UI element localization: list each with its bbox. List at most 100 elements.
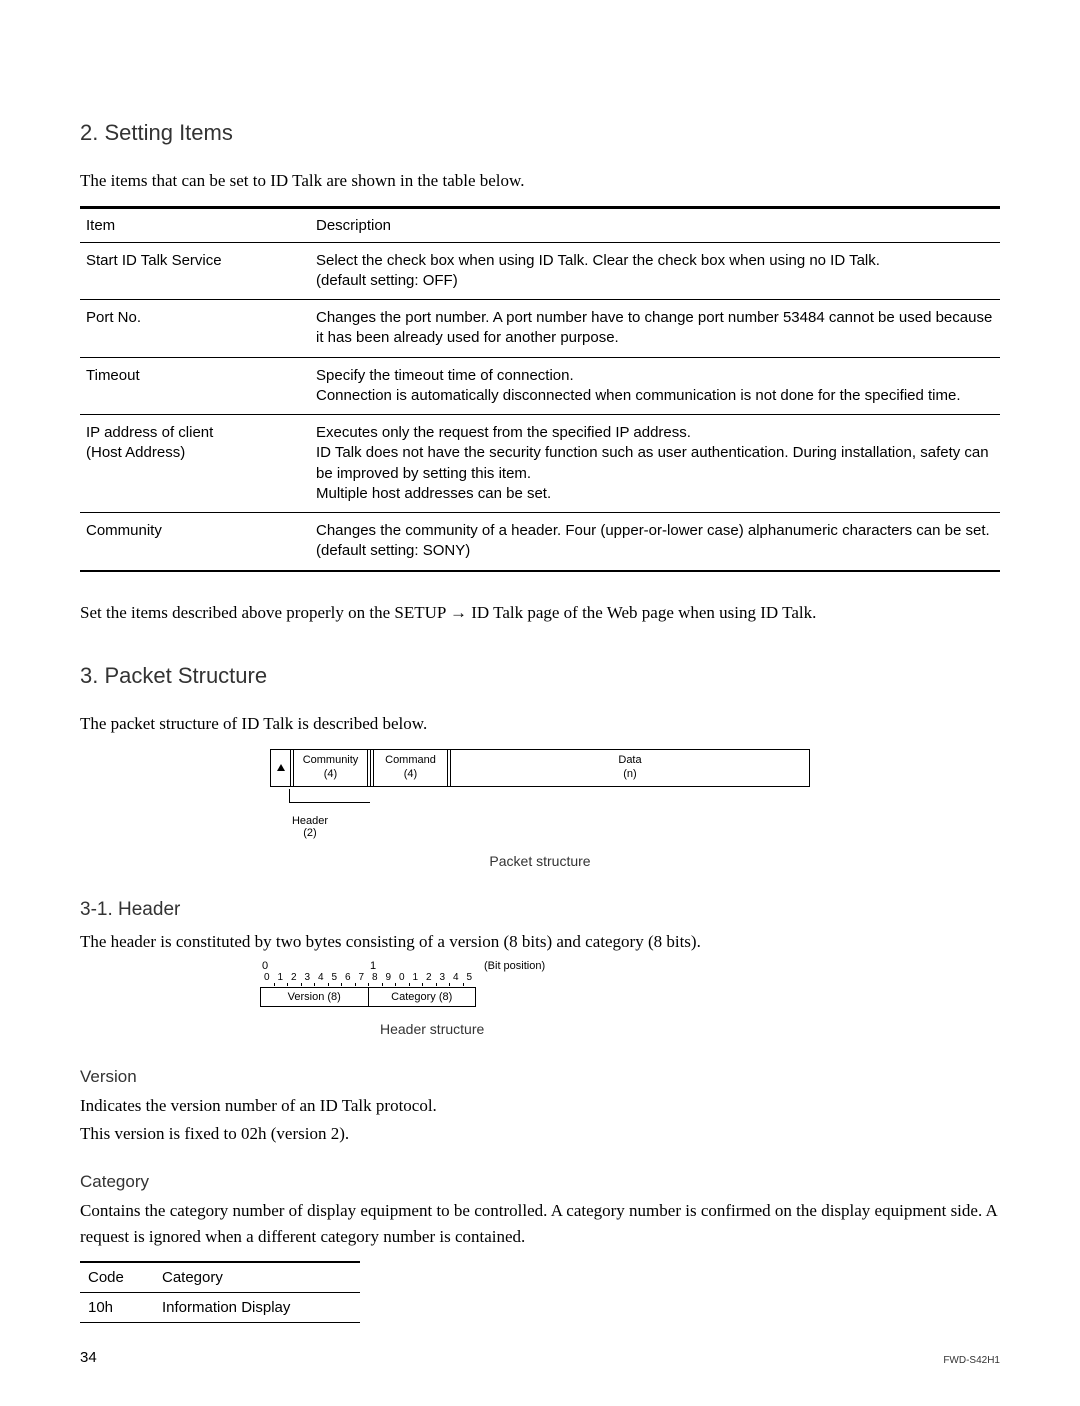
table-header-row: Item Description	[80, 207, 1000, 242]
bit-cell: 7	[355, 972, 369, 983]
table-row: IP address of client (Host Address)Execu…	[80, 415, 1000, 513]
page-number: 34	[80, 1349, 97, 1366]
bit-cell: 0	[395, 972, 409, 983]
tick	[409, 983, 423, 986]
section2-title: 2. Setting Items	[80, 120, 1000, 146]
bit-cell: 2	[287, 972, 301, 983]
section2-outro: Set the items described above properly o…	[80, 600, 1000, 626]
tick	[328, 983, 342, 986]
header-diagram: 0 1 (Bit position) 0123456789012345 Vers…	[260, 960, 1000, 1007]
packet-cell-bottom: (n)	[623, 768, 636, 781]
header-caption: Header structure	[80, 1021, 1000, 1037]
packet-cell-top: Community	[303, 754, 359, 767]
header-label: Header (2)	[230, 815, 390, 839]
td-desc: Executes only the request from the speci…	[310, 415, 1000, 513]
packet-cell-bottom: (4)	[404, 768, 417, 781]
bit-cell: 3	[301, 972, 315, 983]
tick	[260, 983, 274, 986]
packet-cell: Data(n)	[451, 750, 809, 786]
version-title: Version	[80, 1067, 1000, 1087]
category-cell: Category (8)	[369, 988, 476, 1006]
td-item: Port No.	[80, 300, 310, 358]
bit-cell: 4	[449, 972, 463, 983]
header-label-top: Header	[230, 815, 390, 827]
outro-pre: Set the items described above properly o…	[80, 603, 450, 622]
bit-cell: 0	[260, 972, 274, 983]
struct-row: Version (8) Category (8)	[260, 987, 476, 1007]
code-header-row: Code Category	[80, 1262, 360, 1293]
tick	[274, 983, 288, 986]
version-line2: This version is fixed to 02h (version 2)…	[80, 1121, 1000, 1147]
byte-labels: 0 1 (Bit position)	[260, 960, 1000, 972]
tick	[395, 983, 409, 986]
th-code: Code	[80, 1262, 154, 1293]
bit-cell: 1	[409, 972, 423, 983]
table-row: CommunityChanges the community of a head…	[80, 513, 1000, 571]
td-item: Start ID Talk Service	[80, 242, 310, 300]
packet-row: Community(4)Command(4)Data(n)	[270, 749, 810, 787]
sub31-title: 3-1. Header	[80, 899, 1000, 921]
below-connector	[290, 789, 370, 803]
category-table: Code Category 10h Information Display	[80, 1261, 360, 1323]
category-title: Category	[80, 1172, 1000, 1192]
bit-cell: 9	[382, 972, 396, 983]
th-item: Item	[80, 207, 310, 242]
page-footer: 34 FWD-S42H1	[80, 1349, 1000, 1366]
version-line1: Indicates the version number of an ID Ta…	[80, 1093, 1000, 1119]
section3-title: 3. Packet Structure	[80, 663, 1000, 689]
bit-cell: 8	[368, 972, 382, 983]
footer-model: FWD-S42H1	[943, 1355, 1000, 1366]
packet-cell-top: Command	[385, 754, 436, 767]
header-label-bottom: (2)	[230, 827, 390, 839]
tick	[449, 983, 463, 986]
section-setting-items: 2. Setting Items The items that can be s…	[80, 120, 1000, 625]
bitpos-label: (Bit position)	[484, 960, 545, 972]
bit-cell: 5	[463, 972, 477, 983]
section-packet-structure: 3. Packet Structure The packet structure…	[80, 663, 1000, 1323]
th-category: Category	[154, 1262, 360, 1293]
tick-row	[260, 983, 476, 986]
arrow-icon: →	[450, 603, 467, 622]
version-cell: Version (8)	[261, 988, 369, 1006]
td-desc: Specify the timeout time of connection. …	[310, 357, 1000, 415]
code-row: 10h Information Display	[80, 1293, 360, 1323]
tick	[355, 983, 369, 986]
arrow-up-icon	[277, 764, 285, 771]
tick	[341, 983, 355, 986]
tick	[314, 983, 328, 986]
bit-cell: 3	[436, 972, 450, 983]
tick	[422, 983, 436, 986]
category-text: Contains the category number of display …	[80, 1198, 1000, 1249]
bit-cell: 5	[328, 972, 342, 983]
tick	[287, 983, 301, 986]
packet-cell-bottom: (4)	[324, 768, 337, 781]
table-row: Port No.Changes the port number. A port …	[80, 300, 1000, 358]
packet-cell: Community(4)	[291, 750, 371, 786]
tick	[368, 983, 382, 986]
table-row: Start ID Talk ServiceSelect the check bo…	[80, 242, 1000, 300]
packet-arrow-cell	[271, 750, 291, 786]
td-item: Timeout	[80, 357, 310, 415]
settings-table: Item Description Start ID Talk ServiceSe…	[80, 206, 1000, 572]
td-code: 10h	[80, 1293, 154, 1323]
td-category: Information Display	[154, 1293, 360, 1323]
table-row: TimeoutSpecify the timeout time of conne…	[80, 357, 1000, 415]
td-item: Community	[80, 513, 310, 571]
th-desc: Description	[310, 207, 1000, 242]
packet-cell-top: Data	[618, 754, 641, 767]
tick	[436, 983, 450, 986]
section3-intro: The packet structure of ID Talk is descr…	[80, 711, 1000, 737]
td-desc: Changes the community of a header. Four …	[310, 513, 1000, 571]
tick	[301, 983, 315, 986]
byte1-label: 1	[368, 960, 476, 972]
byte0-label: 0	[260, 960, 368, 972]
td-item: IP address of client (Host Address)	[80, 415, 310, 513]
bit-cells: 0123456789012345	[260, 972, 1000, 983]
td-desc: Changes the port number. A port number h…	[310, 300, 1000, 358]
bit-cell: 1	[274, 972, 288, 983]
packet-caption: Packet structure	[80, 853, 1000, 869]
bit-cell: 4	[314, 972, 328, 983]
packet-diagram: Community(4)Command(4)Data(n) Header (2)	[270, 749, 810, 839]
bit-cell: 6	[341, 972, 355, 983]
tick	[382, 983, 396, 986]
